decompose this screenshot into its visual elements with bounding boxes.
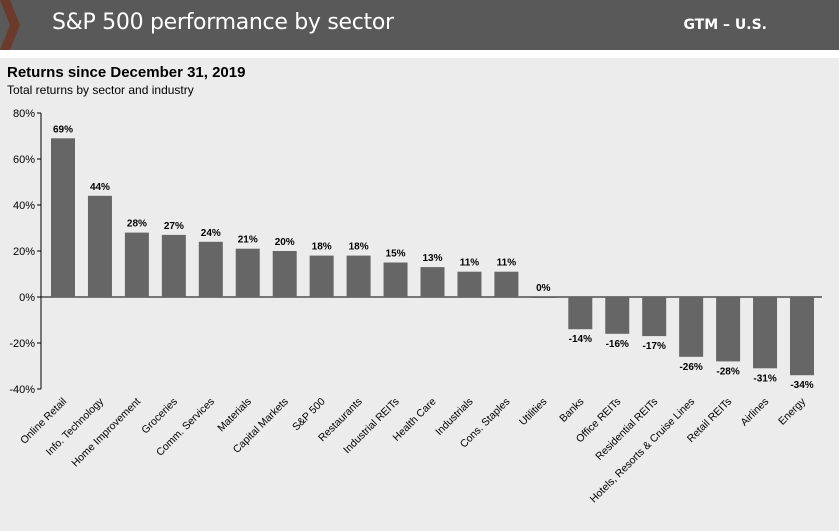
data-label: 18%: [312, 242, 332, 253]
bar: [161, 234, 186, 297]
data-label: -17%: [643, 341, 666, 352]
data-label: -31%: [753, 373, 776, 384]
bar: [753, 297, 778, 369]
category-label: Residential REITs: [593, 396, 660, 463]
data-label: -14%: [569, 334, 592, 345]
data-label: 18%: [349, 242, 369, 253]
y-tick-label: 0%: [19, 292, 35, 304]
bar: [790, 297, 814, 376]
y-tick-label: 80%: [13, 108, 35, 120]
region-tag: GTM – U.S.: [683, 17, 767, 33]
data-label: 21%: [238, 235, 258, 246]
category-label: Banks: [557, 396, 586, 425]
data-label: 20%: [275, 237, 295, 248]
data-label: -28%: [716, 366, 739, 377]
data-label: 24%: [201, 228, 221, 239]
data-label: 13%: [422, 253, 442, 264]
data-label: 0%: [536, 283, 551, 294]
category-label: Materials: [215, 396, 254, 435]
y-tick-label: 20%: [13, 246, 35, 258]
bar: [309, 255, 334, 297]
y-tick-label: -40%: [9, 384, 35, 396]
bar: [124, 232, 149, 297]
category-label: S&P 500: [290, 396, 328, 434]
bar: [642, 297, 667, 337]
data-label: 28%: [127, 219, 147, 230]
page-title: S&P 500 performance by sector: [52, 10, 394, 35]
data-label: 11%: [460, 258, 480, 269]
bar: [420, 267, 445, 297]
bar: [51, 138, 75, 297]
y-tick-label: -20%: [9, 338, 35, 350]
data-label: 11%: [497, 258, 517, 269]
data-label: 69%: [53, 124, 73, 135]
category-label: Utilities: [517, 396, 549, 428]
bar: [605, 297, 630, 334]
bar: [716, 297, 741, 362]
bar: [568, 297, 593, 330]
data-label: 15%: [386, 249, 406, 260]
category-label: Airlines: [738, 396, 771, 429]
bar: [346, 255, 371, 297]
bar: [679, 297, 704, 357]
bar: [494, 271, 519, 297]
bar: [198, 241, 223, 297]
bar: [87, 195, 112, 297]
bar: [457, 271, 482, 297]
chevron-icon: [0, 0, 20, 50]
data-label: -16%: [606, 339, 629, 350]
bar: [383, 262, 408, 297]
data-label: 44%: [90, 182, 110, 193]
data-label: 27%: [164, 221, 184, 232]
data-label: -34%: [790, 380, 813, 391]
category-label: Home Improvement: [69, 396, 143, 470]
bar: [235, 248, 260, 297]
chart-title: Returns since December 31, 2019: [7, 64, 246, 81]
chart-subtitle: Total returns by sector and industry: [7, 83, 194, 97]
bar: [272, 251, 297, 297]
data-label: -26%: [679, 362, 702, 373]
y-tick-label: 60%: [13, 154, 35, 166]
category-label: Energy: [776, 395, 809, 428]
header-bar: S&P 500 performance by sector GTM – U.S.: [0, 0, 839, 50]
bar: [531, 297, 556, 298]
y-tick-label: 40%: [13, 200, 35, 212]
